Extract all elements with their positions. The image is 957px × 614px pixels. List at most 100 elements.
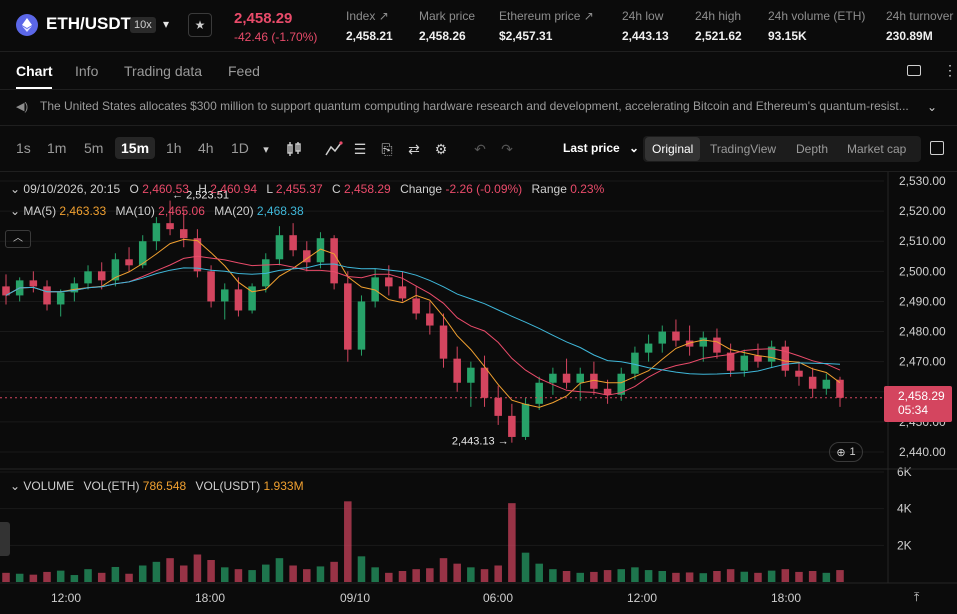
candle-body [631, 352, 639, 374]
chart-view-switcher: Original TradingView Depth Market cap [643, 136, 921, 162]
volume-bar [822, 572, 831, 582]
tab-chart[interactable]: Chart [16, 63, 53, 79]
volume-bar [344, 501, 352, 582]
volume-bar [685, 572, 694, 582]
ma10-label: MA(10) [115, 204, 155, 218]
tab-info[interactable]: Info [75, 63, 99, 79]
tab-feed[interactable]: Feed [228, 63, 260, 79]
candlestick-chart[interactable]: 2,530.00 2,520.00 2,510.00 2,500.00 2,490.00… [0, 172, 957, 614]
volume-bar [193, 554, 202, 582]
price-tick-label: 2,500.00 [899, 264, 946, 278]
side-panel-handle[interactable] [0, 522, 10, 556]
timeframe-4h[interactable]: 4h [198, 140, 214, 156]
volume-bar [808, 571, 817, 582]
timeframe-1h[interactable]: 1h [166, 140, 182, 156]
tab-trading-data[interactable]: Trading data [124, 63, 203, 79]
volume-bar [234, 569, 243, 582]
template-icon[interactable]: ⎘ [381, 140, 393, 157]
timeframe-5m[interactable]: 5m [84, 140, 104, 156]
volume-bar [289, 565, 297, 582]
stat-ethereum-price[interactable]: Ethereum price ↗ $2,457.31 [499, 9, 594, 43]
candle-body [138, 241, 147, 266]
timeframe-1d[interactable]: 1D [231, 140, 249, 156]
volume-label: VOLUME [23, 479, 75, 493]
ticker-header: ETH/USDT 10x ▾ ★ 2,458.29 -42.46 (-1.70%… [0, 0, 957, 52]
fullscreen-icon[interactable] [930, 141, 944, 155]
ma20-line [5, 263, 841, 375]
candle-body [685, 340, 694, 347]
candle-body [111, 259, 120, 281]
volume-bar [508, 503, 516, 582]
candle-body [385, 277, 393, 287]
redo-icon[interactable]: ↷ [501, 140, 513, 157]
candle-type-icon[interactable] [284, 139, 304, 159]
chevron-down-icon: ⌄ [629, 141, 640, 155]
chevron-down-icon[interactable]: ⌄ [927, 100, 938, 114]
candle-body [330, 238, 338, 284]
chevron-down-icon[interactable]: ⌄ [10, 204, 21, 218]
volume-bar [56, 570, 65, 582]
trading-pair[interactable]: ETH/USDT [46, 14, 131, 33]
candle-body [275, 235, 284, 260]
stat-label: Ethereum price [499, 9, 581, 23]
stat-24h-volume: 24h volume (ETH) 93.15K [768, 9, 865, 43]
chevron-down-icon[interactable]: ⌄ [10, 182, 21, 196]
volume-bar [357, 556, 366, 582]
candle-body [795, 370, 803, 377]
view-original[interactable]: Original [645, 137, 701, 161]
stat-label: 24h low [622, 9, 664, 23]
menu-icon[interactable]: ⋮ [943, 62, 957, 78]
volume-bar [590, 571, 598, 582]
volume-bar [248, 570, 256, 582]
collapse-legend-button[interactable]: ︿ [5, 230, 31, 248]
timeframe-1s[interactable]: 1s [16, 140, 31, 156]
volume-tick-label: 2K [897, 538, 912, 552]
scale-settings-icon[interactable]: ⤒ [914, 590, 920, 604]
view-depth[interactable]: Depth [796, 142, 829, 156]
candle-body [344, 283, 352, 350]
volume-bar [125, 573, 133, 582]
stat-24h-low: 24h low 2,443.13 [622, 9, 669, 43]
volume-bar [576, 572, 584, 582]
candle-body [767, 346, 776, 362]
drawing-tools-icon[interactable]: ☰ [353, 140, 367, 157]
candle-body [220, 289, 229, 302]
candle-body [193, 238, 202, 272]
news-headline[interactable]: The United States allocates $300 million… [40, 99, 909, 113]
candle-body [521, 403, 530, 437]
chevron-down-icon[interactable]: ▾ [263, 143, 269, 156]
timeframe-15m[interactable]: 15m [115, 137, 156, 159]
timeframe-1m[interactable]: 1m [47, 140, 67, 156]
candle-body [248, 286, 256, 311]
volume-bar [412, 569, 420, 582]
stat-value: 2,458.26 [419, 29, 466, 43]
candle-body [808, 376, 817, 389]
price-type-select[interactable]: Last price ⌄ [563, 141, 639, 155]
indicator-count-button[interactable]: ⊕ 1 [829, 442, 863, 462]
favorite-star-icon[interactable]: ★ [188, 13, 212, 37]
window-layout-icon[interactable] [907, 65, 921, 76]
volume-bar [84, 569, 92, 582]
news-ticker[interactable]: ◀) The United States allocates $300 mill… [0, 90, 957, 126]
candle-body [713, 337, 721, 353]
chevron-down-icon[interactable]: ⌄ [10, 479, 21, 493]
chevron-down-icon[interactable]: ▾ [163, 17, 170, 31]
candle-body [590, 373, 598, 389]
ma5-value: 2,463.33 [59, 204, 107, 218]
price-tick-label: 2,490.00 [899, 294, 946, 308]
volume-bar [631, 567, 639, 582]
settings-gear-icon[interactable]: ⚙ [434, 140, 448, 157]
candle-body [535, 382, 543, 404]
volume-bar [97, 572, 106, 582]
undo-icon[interactable]: ↶ [474, 140, 486, 157]
view-market-cap[interactable]: Market cap [847, 142, 907, 156]
time-tick-label: 06:00 [483, 591, 513, 605]
indicators-icon[interactable] [324, 139, 344, 159]
ohlc-change-label: Change [400, 182, 443, 196]
compare-icon[interactable]: ⇄ [408, 140, 420, 157]
candle-body [467, 367, 475, 383]
stat-index[interactable]: Index ↗ 2,458.21 [346, 9, 393, 43]
view-tradingview[interactable]: TradingView [710, 142, 777, 156]
price-chart[interactable]: 2,530.00 2,520.00 2,510.00 2,500.00 2,490.00… [0, 172, 957, 614]
candle-body [70, 283, 79, 293]
